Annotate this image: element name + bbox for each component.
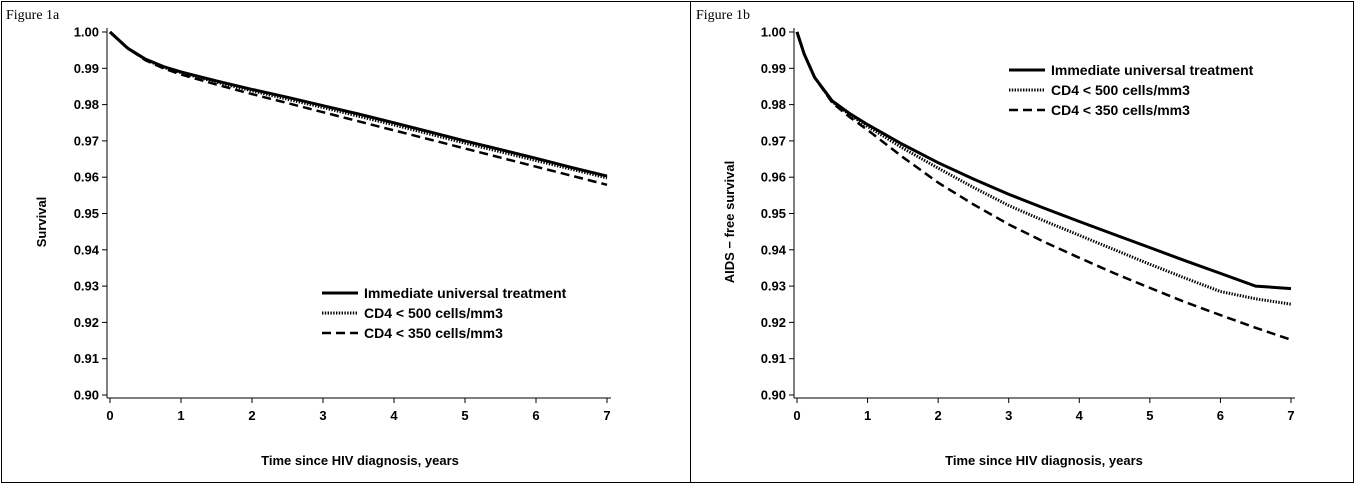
x-tick-label: 2 <box>935 408 942 423</box>
x-tick-label: 6 <box>1217 408 1224 423</box>
panel-title: Figure 1b <box>696 8 750 23</box>
x-tick-label: 0 <box>106 408 113 423</box>
x-tick-label: 5 <box>461 408 468 423</box>
y-tick-label: 0.97 <box>761 133 786 148</box>
y-tick-label: 0.97 <box>74 133 99 148</box>
y-tick-label: 0.91 <box>761 351 786 366</box>
legend-label: CD4 < 500 cells/mm3 <box>1051 82 1190 98</box>
legend-label: CD4 < 350 cells/mm3 <box>364 325 503 341</box>
x-tick-label: 4 <box>1076 408 1084 423</box>
legend-label: Immediate universal treatment <box>364 285 567 301</box>
x-tick-label: 3 <box>319 408 326 423</box>
plot-area: 0.90 0.91 0.92 0.93 0.94 0.95 0.96 0.97 0.98 0.99… <box>761 25 1295 423</box>
y-axis-label: Survival <box>34 197 49 248</box>
x-tick-label: 7 <box>1287 408 1294 423</box>
x-tick-label: 4 <box>390 408 398 423</box>
legend-label: CD4 < 350 cells/mm3 <box>1051 102 1190 118</box>
chart-panel-1b: Figure 1b Time since HIV diagnosis, year… <box>696 8 1295 468</box>
panel-frame-1b <box>690 1 1354 483</box>
y-tick-label: 0.95 <box>74 206 99 221</box>
y-tick-label: 0.90 <box>761 388 786 403</box>
y-tick-label: 0.96 <box>74 170 99 185</box>
y-axis-label: AIDS − free survival <box>722 161 737 283</box>
y-tick-label: 0.93 <box>74 279 99 294</box>
y-tick-label: 0.92 <box>74 315 99 330</box>
legend-label: Immediate universal treatment <box>1051 62 1254 78</box>
y-tick-label: 0.98 <box>74 97 99 112</box>
y-tick-label: 0.96 <box>761 170 786 185</box>
x-tick-label: 0 <box>793 408 800 423</box>
legend-label: CD4 < 500 cells/mm3 <box>364 305 503 321</box>
x-tick-label: 3 <box>1005 408 1012 423</box>
y-tick-label: 0.91 <box>74 351 99 366</box>
series-line-dashed <box>109 31 608 187</box>
x-axis-label: Time since HIV diagnosis, years <box>945 453 1143 468</box>
x-axis-label: Time since HIV diagnosis, years <box>261 453 459 468</box>
y-tick-label: 1.00 <box>761 25 786 40</box>
x-tick-label: 7 <box>603 408 610 423</box>
y-tick-label: 0.90 <box>74 388 99 403</box>
y-tick-label: 0.99 <box>74 61 99 76</box>
x-tick-label: 5 <box>1146 408 1153 423</box>
x-tick-label: 6 <box>532 408 539 423</box>
panel-frame-1a <box>1 1 691 483</box>
chart-panel-1a: Figure 1a Time since HIV diagnosis, year… <box>6 8 611 468</box>
y-tick-label: 0.93 <box>761 279 786 294</box>
y-tick-label: 0.99 <box>761 61 786 76</box>
x-tick-label: 2 <box>248 408 255 423</box>
y-tick-label: 0.94 <box>761 242 787 257</box>
y-tick-label: 1.00 <box>74 25 99 40</box>
plot-area: 0.90 0.91 0.92 0.93 0.94 0.95 0.96 0.97 0.98 0.99… <box>74 25 611 423</box>
y-tick-label: 0.98 <box>761 97 786 112</box>
y-tick-label: 0.92 <box>761 315 786 330</box>
x-tick-label: 1 <box>177 408 184 423</box>
panel-title: Figure 1a <box>6 8 60 23</box>
series-line-dashed <box>795 31 1292 341</box>
series-line-solid <box>108 30 608 178</box>
y-tick-label: 0.94 <box>74 242 100 257</box>
y-tick-label: 0.95 <box>761 206 786 221</box>
x-tick-label: 1 <box>864 408 871 423</box>
